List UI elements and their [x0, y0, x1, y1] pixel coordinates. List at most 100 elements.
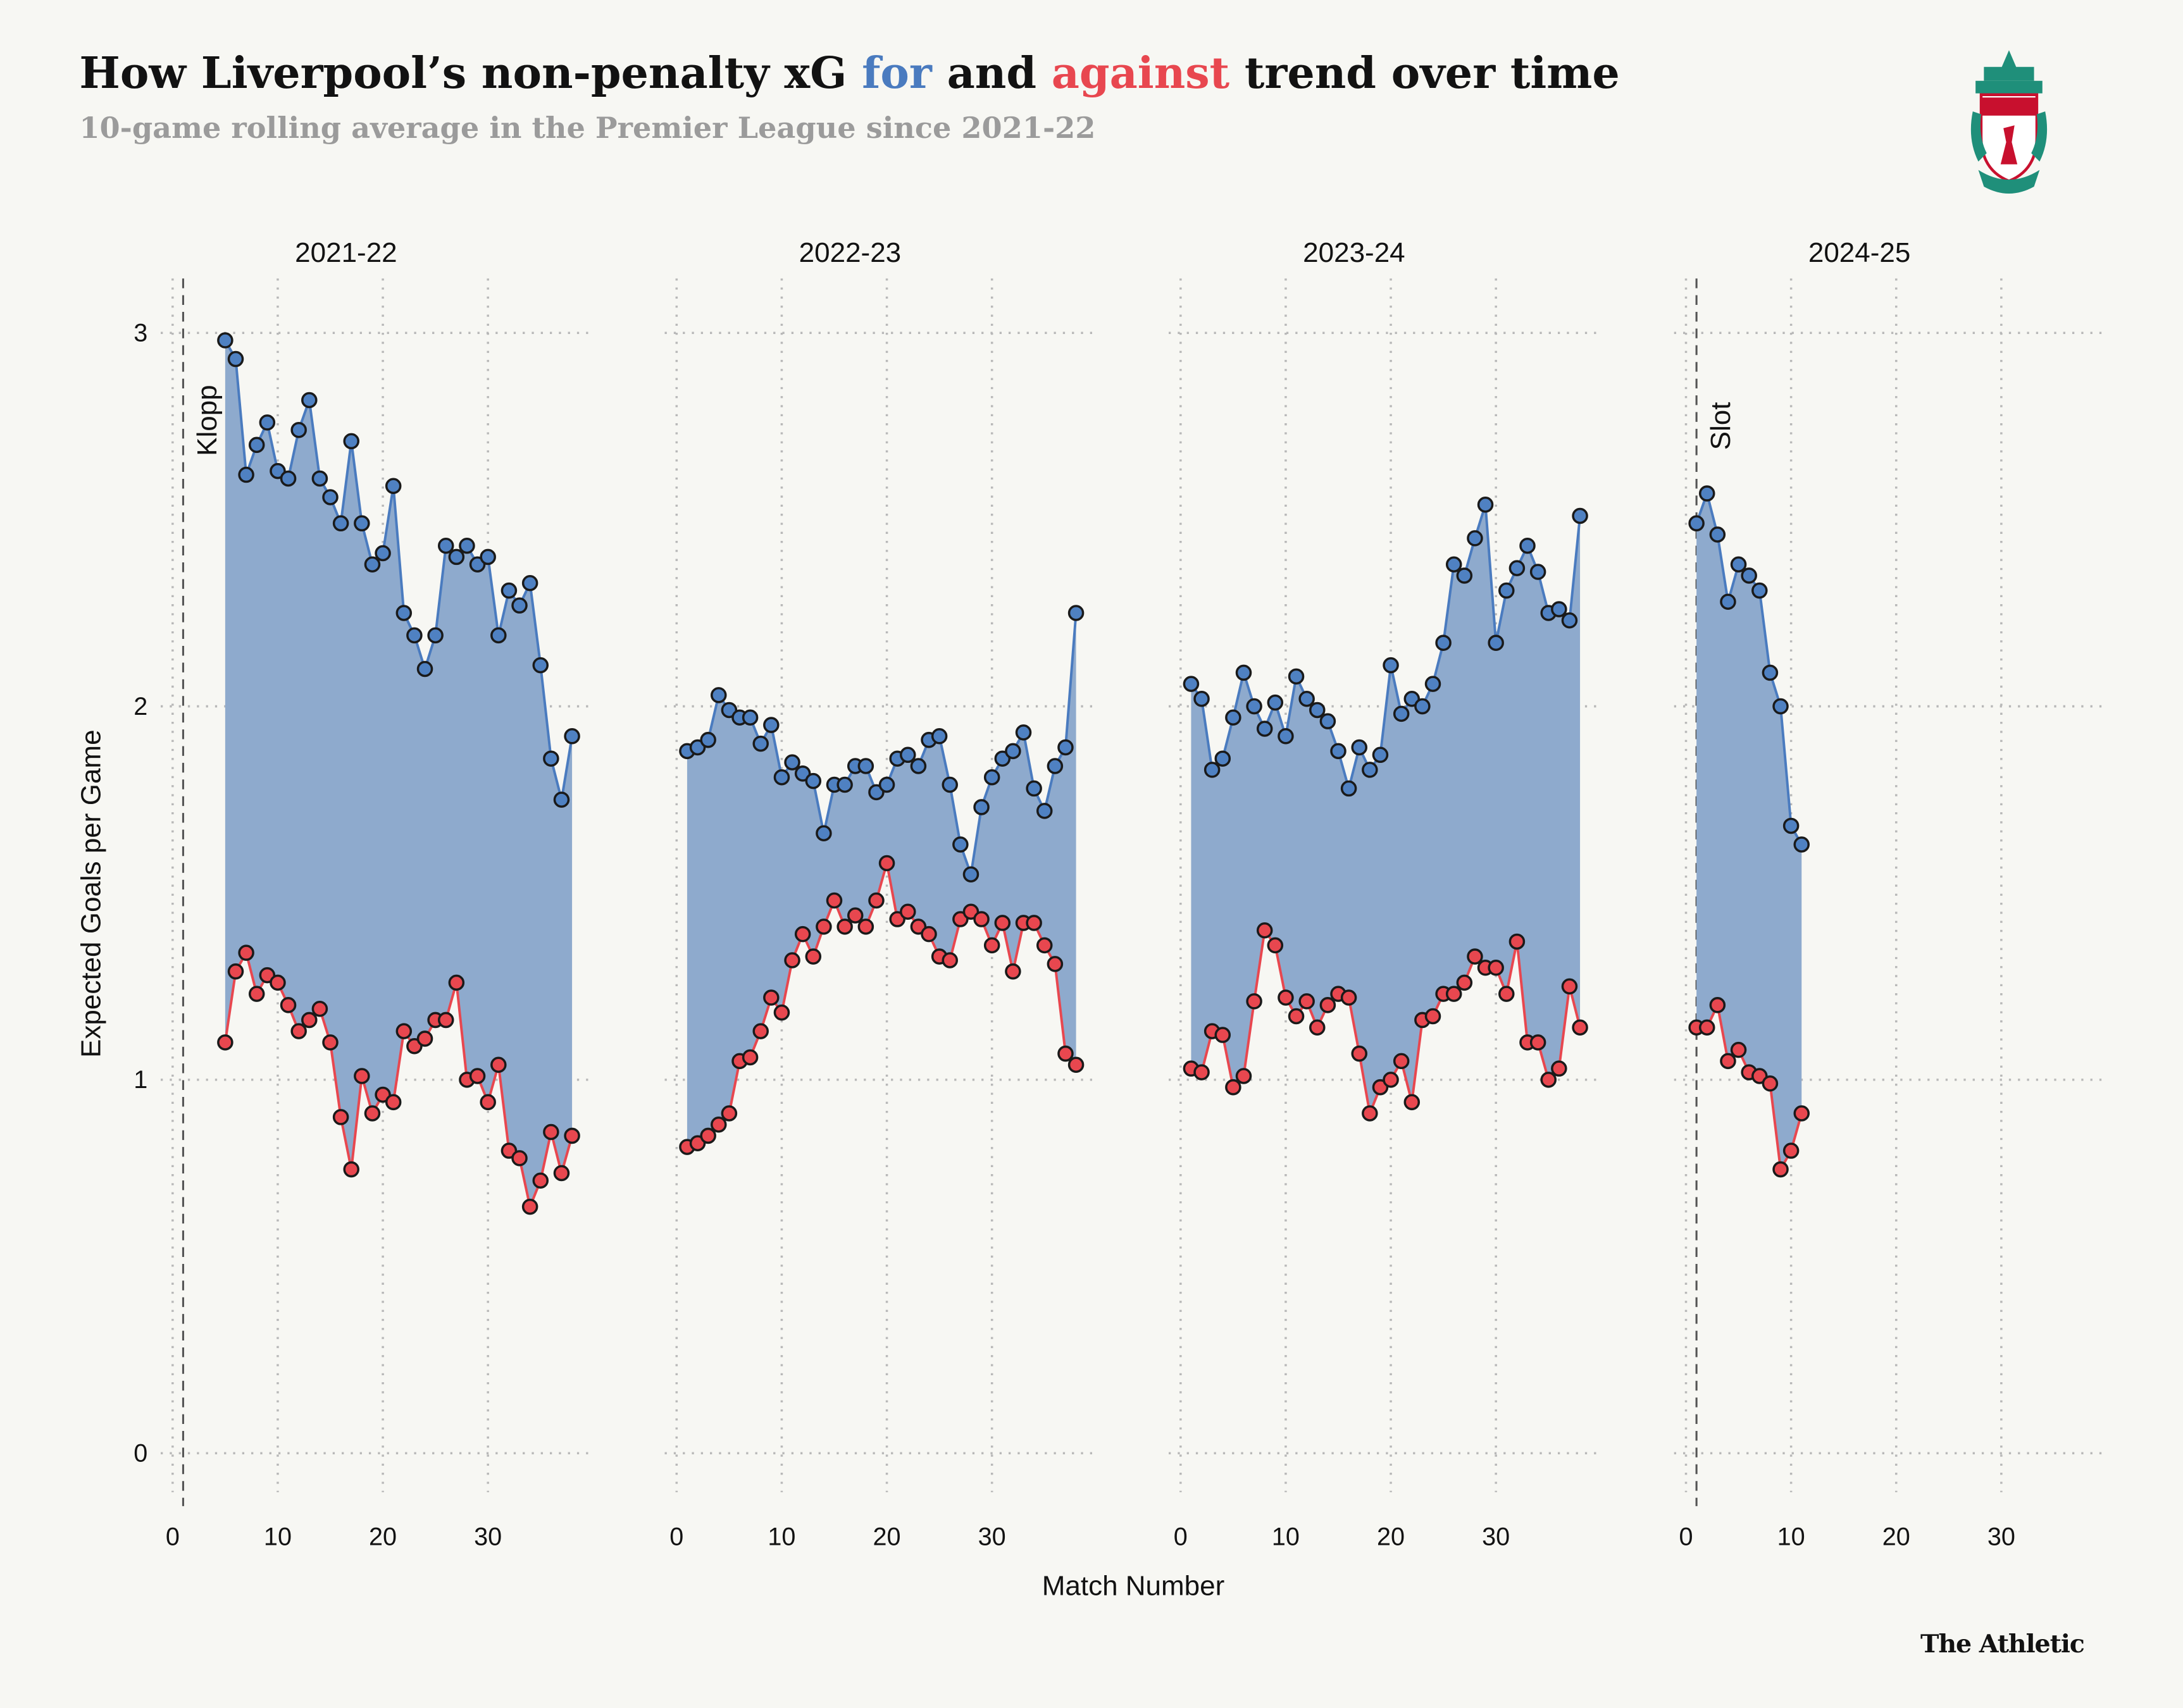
x-tick-label: 30 [474, 1523, 502, 1550]
xg-for-point [1435, 634, 1452, 651]
xg-against-point [1026, 915, 1042, 931]
xg-against-point [1561, 978, 1578, 995]
xg-against-point [490, 1056, 507, 1074]
xg-against-point [1793, 1105, 1810, 1122]
xg-against-point [1340, 989, 1357, 1006]
xg-against-point [532, 1172, 549, 1189]
xg-for-point [1372, 746, 1389, 764]
xg-for-point [406, 627, 423, 644]
xg-against-point [448, 974, 465, 991]
xg-against-point [1529, 1034, 1546, 1051]
xg-against-point [1772, 1161, 1789, 1178]
xg-for-point [532, 657, 549, 674]
xg-for-point [857, 758, 874, 774]
xg-for-point [469, 556, 486, 572]
xg-for-point [878, 776, 895, 793]
manager-annotation-slot: Slot [1705, 402, 1736, 450]
xg-against-point [1246, 993, 1262, 1010]
liverpool-crest-logo [1970, 50, 2048, 194]
xg-for-point [1298, 690, 1315, 707]
xg-against-point [868, 892, 885, 909]
xg-against-point [1225, 1079, 1241, 1096]
xg-for-point [994, 750, 1011, 767]
xg-against-point [375, 1086, 391, 1103]
xg-difference-area [1191, 504, 1581, 1114]
xg-for-point [763, 717, 780, 733]
xg-against-point [511, 1150, 528, 1167]
season-label-2023-24: 2023-24 [1303, 237, 1405, 268]
x-tick-label: 30 [1482, 1523, 1510, 1550]
xg-for-point [805, 772, 822, 789]
y-tick-label: 2 [134, 693, 147, 721]
title-for-highlight: for [862, 48, 933, 99]
xg-against-point [1508, 933, 1526, 950]
the-athletic-brand: The Athletic [1920, 1630, 2084, 1659]
xg-against-point [1298, 993, 1315, 1010]
xg-against-point [1403, 1094, 1421, 1111]
xg-against-point [1256, 922, 1273, 939]
xg-for-point [1036, 803, 1053, 819]
xg-for-point [511, 597, 528, 614]
xg-against-point [1351, 1045, 1367, 1062]
xg-against-point [217, 1034, 233, 1051]
xg-for-point [1183, 676, 1200, 692]
xg-for-point [301, 392, 318, 409]
xg-for-point [1225, 709, 1241, 726]
xg-against-point [805, 948, 822, 965]
xg-against-point [270, 974, 286, 991]
xg-against-point [280, 997, 297, 1013]
xg-for-point [1288, 668, 1305, 685]
xg-for-point [1498, 582, 1515, 599]
xg-for-point [742, 709, 759, 726]
xg-for-point [962, 866, 980, 882]
xg-for-point [1772, 698, 1789, 715]
xg-against-point [480, 1094, 496, 1111]
x-tick-label: 10 [264, 1523, 292, 1550]
xg-for-point [427, 627, 444, 644]
xg-for-point [1403, 690, 1421, 707]
xg-for-point [1793, 836, 1810, 853]
xg-against-point [742, 1049, 759, 1066]
xg-for-point [1445, 556, 1462, 572]
xg-against-point [543, 1123, 559, 1141]
xg-for-point [459, 537, 475, 554]
xg-against-point [1698, 1019, 1715, 1036]
xg-for-point [270, 462, 286, 480]
xg-against-point [1782, 1142, 1800, 1159]
xg-for-point [752, 735, 769, 752]
xg-for-point [1362, 762, 1378, 778]
xg-against-point [784, 952, 800, 968]
xg-against-point [1393, 1053, 1410, 1070]
xg-against-point [942, 952, 958, 968]
season-label-2021-22: 2021-22 [295, 237, 397, 268]
xg-against-point [501, 1142, 518, 1159]
xg-for-point [1246, 698, 1262, 715]
xg-for-point [1730, 556, 1747, 572]
xg-for-point [290, 421, 307, 438]
xg-for-point [1015, 724, 1032, 741]
title-against-highlight: against [1052, 48, 1230, 99]
xg-for-point [973, 799, 990, 815]
xg-for-point [1529, 564, 1546, 580]
y-axis-label: Expected Goals per Game [75, 729, 106, 1057]
xg-against-point [773, 1004, 790, 1021]
xg-for-point [952, 836, 969, 853]
xg-against-point [227, 963, 244, 980]
xg-against-point [816, 919, 832, 935]
xg-against-point [259, 967, 276, 984]
xg-for-point [1278, 728, 1294, 745]
xg-difference-area [225, 340, 573, 1207]
manager-annotation-klopp: Klopp [192, 385, 223, 456]
xg-for-point [931, 728, 948, 745]
y-tick-label: 3 [134, 319, 147, 347]
xg-against-point [900, 903, 916, 920]
xg-for-point [1340, 780, 1357, 797]
xg-against-point [1762, 1075, 1779, 1092]
xg-for-point [1414, 698, 1431, 715]
xg-against-point [248, 986, 265, 1002]
xg-for-point [1561, 612, 1578, 629]
xg-for-point [322, 489, 339, 505]
xg-for-point [1057, 739, 1074, 756]
xg-for-point [1026, 780, 1042, 797]
xg-against-point [711, 1116, 727, 1133]
